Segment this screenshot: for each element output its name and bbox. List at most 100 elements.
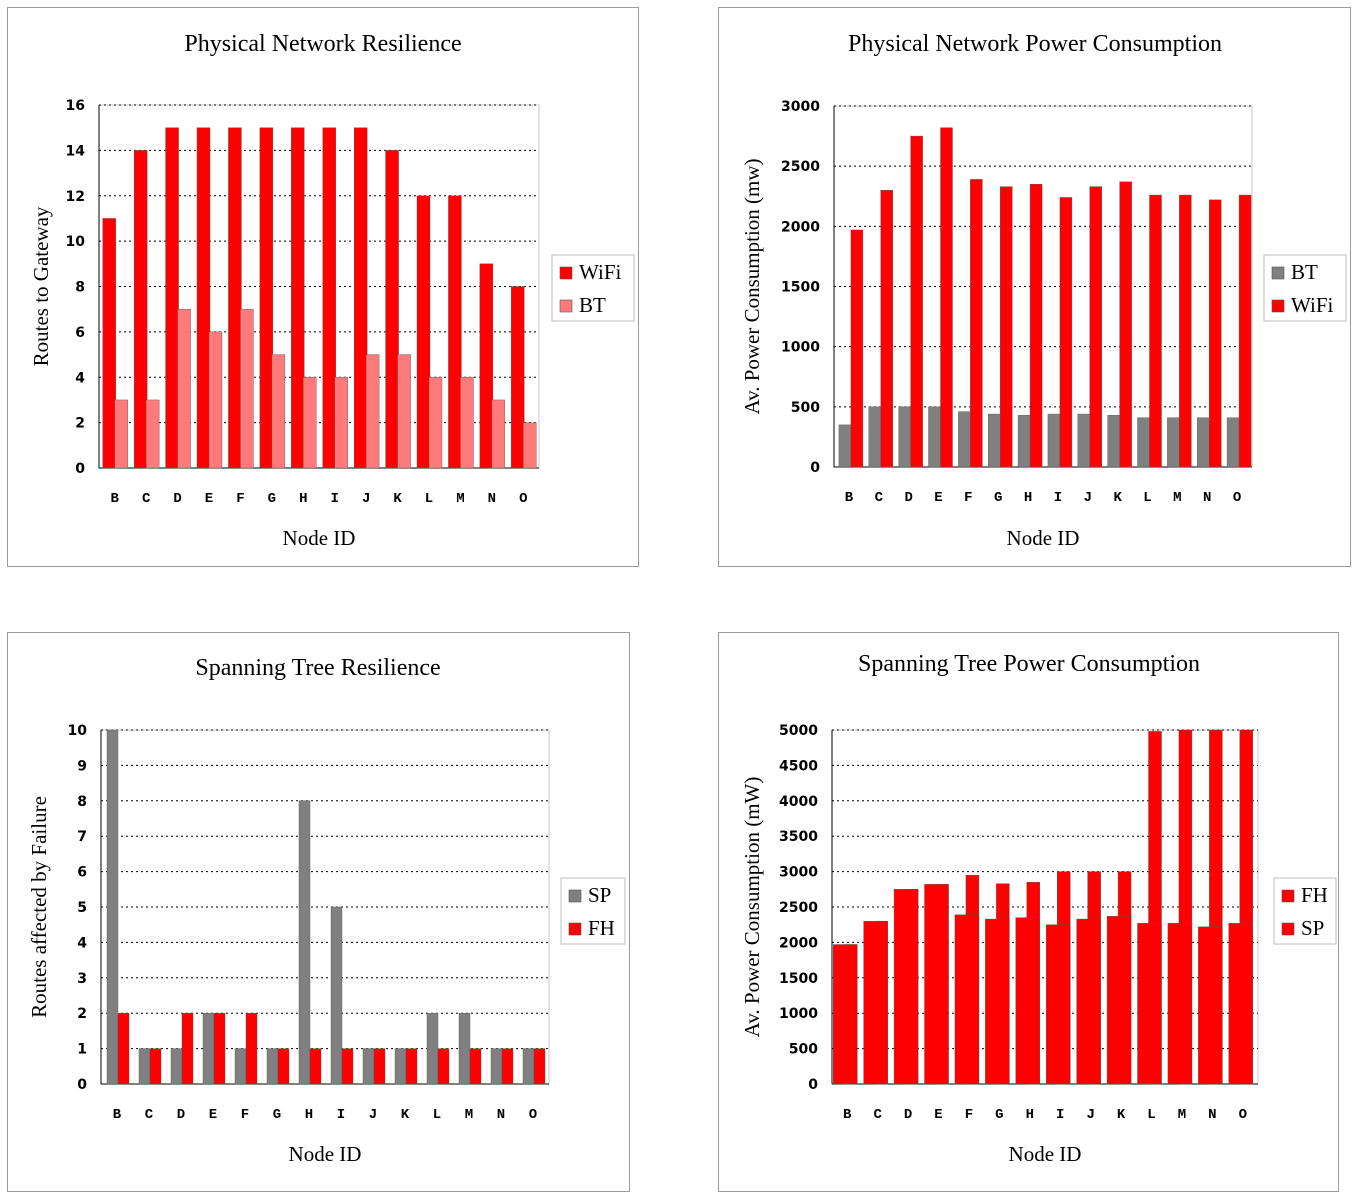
y-tick-label: 6 bbox=[75, 325, 85, 341]
x-tick-label: O bbox=[1239, 1107, 1247, 1123]
y-axis-label: Av. Power Consumption (mw) bbox=[740, 158, 764, 414]
bar-sp-L bbox=[426, 1013, 439, 1085]
bar-bt-J bbox=[365, 354, 380, 469]
bar-wifi-M bbox=[1179, 194, 1192, 468]
bar-sp-E bbox=[202, 1013, 215, 1085]
bar-fh-D bbox=[181, 1013, 194, 1085]
x-tick-label: K bbox=[393, 491, 402, 507]
bar-fh-K bbox=[1106, 916, 1132, 1085]
bar-fh-L bbox=[437, 1048, 450, 1085]
bar-sp-F bbox=[234, 1048, 247, 1085]
x-tick-label: M bbox=[1178, 1107, 1186, 1123]
y-tick-label: 4500 bbox=[779, 758, 818, 774]
bar-sp-G bbox=[266, 1048, 279, 1085]
bar-fh-I bbox=[1046, 924, 1071, 1085]
y-tick-label: 6 bbox=[77, 865, 87, 881]
x-tick-label: B bbox=[843, 1107, 852, 1123]
x-tick-label: K bbox=[401, 1107, 410, 1123]
bar-fh-O bbox=[533, 1048, 546, 1085]
y-tick-label: 3 bbox=[77, 971, 87, 987]
bar-bt-F bbox=[240, 308, 254, 469]
chart-title: Physical Network Power Consumption bbox=[848, 31, 1222, 57]
x-axis-label: Node ID bbox=[1009, 1142, 1082, 1166]
bar-wifi-D bbox=[165, 127, 179, 469]
y-tick-label: 10 bbox=[68, 723, 88, 739]
bar-wifi-B bbox=[850, 229, 864, 468]
y-tick-label: 1000 bbox=[781, 340, 820, 356]
chart-title: Physical Network Resilience bbox=[184, 31, 461, 57]
y-tick-label: 2500 bbox=[781, 159, 820, 175]
bar-bt-L bbox=[1137, 417, 1150, 468]
bar-bt-M bbox=[1167, 417, 1180, 468]
x-axis-label: Node ID bbox=[283, 526, 356, 550]
y-tick-label: 8 bbox=[75, 280, 85, 296]
bar-wifi-K bbox=[1119, 181, 1132, 468]
bar-bt-B bbox=[114, 399, 128, 469]
bar-wifi-G bbox=[1000, 186, 1013, 468]
bar-sp-N bbox=[490, 1048, 503, 1085]
x-tick-label: E bbox=[934, 1107, 942, 1123]
x-tick-label: J bbox=[1084, 490, 1092, 506]
chart-canvas: Physical Network Power Consumption 0 500 10… bbox=[740, 31, 1347, 550]
bar-wifi-C bbox=[133, 150, 148, 469]
bar-fh-M bbox=[469, 1048, 482, 1085]
y-tick-label: 16 bbox=[66, 98, 85, 114]
bar-fh-B bbox=[833, 944, 858, 1085]
x-tick-label: M bbox=[1173, 490, 1181, 506]
bar-bt-E bbox=[208, 331, 223, 469]
x-tick-label: O bbox=[1233, 490, 1241, 506]
bar-wifi-J bbox=[353, 127, 368, 469]
bar-wifi-F bbox=[228, 127, 242, 469]
x-tick-label: L bbox=[1147, 1107, 1155, 1123]
legend-label-wifi: WiFi bbox=[579, 260, 621, 284]
y-tick-label: 1500 bbox=[779, 971, 818, 987]
x-tick-label: K bbox=[1117, 1107, 1126, 1123]
spanning-tree-power-chart: Spanning Tree Power Consumption 0 500 1000 1… bbox=[718, 632, 1339, 1192]
y-tick-label: 1000 bbox=[779, 1006, 818, 1022]
x-tick-label: O bbox=[519, 491, 527, 507]
bar-bt-F bbox=[958, 411, 971, 468]
y-tick-label: 500 bbox=[791, 400, 820, 416]
bar-sp-O bbox=[522, 1048, 535, 1085]
bar-fh-D bbox=[893, 889, 919, 1085]
x-tick-label: C bbox=[145, 1107, 154, 1123]
legend-label-sp: SP bbox=[1301, 916, 1324, 940]
legend-swatch-fh bbox=[1281, 889, 1295, 903]
x-tick-label: G bbox=[994, 490, 1002, 506]
bar-fh-L bbox=[1137, 923, 1162, 1085]
bar-wifi-N bbox=[1209, 199, 1222, 468]
bar-sp-C bbox=[138, 1048, 151, 1085]
bar-bt-H bbox=[1017, 415, 1031, 468]
chart-canvas: Physical Network Resilience 0 2 4 6 8 10 12 14 16… bbox=[29, 31, 635, 550]
legend-swatch-wifi bbox=[1271, 299, 1285, 313]
x-tick-label: G bbox=[273, 1107, 281, 1123]
y-tick-label: 12 bbox=[66, 189, 85, 205]
x-tick-label: M bbox=[465, 1107, 473, 1123]
bar-sp-J bbox=[362, 1048, 375, 1085]
bar-wifi-M bbox=[448, 195, 462, 469]
y-axis-label: Av. Power Consumption (mW) bbox=[740, 777, 764, 1038]
bar-bt-K bbox=[397, 354, 411, 469]
bar-wifi-N bbox=[479, 263, 494, 469]
x-tick-label: J bbox=[369, 1107, 377, 1123]
bar-bt-G bbox=[988, 413, 1001, 468]
bar-fh-E bbox=[924, 884, 949, 1085]
legend-swatch-sp bbox=[1281, 922, 1295, 936]
chart-title: Spanning Tree Power Consumption bbox=[858, 651, 1200, 677]
bar-bt-N bbox=[1197, 417, 1210, 468]
x-tick-label: B bbox=[845, 490, 854, 506]
y-tick-label: 2 bbox=[75, 416, 85, 432]
x-tick-label: N bbox=[497, 1107, 505, 1123]
bar-bt-K bbox=[1107, 415, 1120, 468]
legend-box bbox=[1263, 254, 1347, 322]
x-tick-label: C bbox=[875, 490, 884, 506]
bar-wifi-I bbox=[322, 127, 336, 469]
x-tick-label: L bbox=[425, 491, 433, 507]
x-tick-label: K bbox=[1113, 490, 1122, 506]
bar-wifi-E bbox=[940, 127, 953, 468]
bar-fh-H bbox=[309, 1048, 322, 1085]
chart-canvas: Spanning Tree Resilience 0 1 2 3 4 5 6 7 8 9 10 B C D E… bbox=[27, 655, 626, 1166]
chart-title: Spanning Tree Resilience bbox=[195, 655, 440, 681]
x-tick-label: H bbox=[1024, 490, 1032, 506]
y-tick-label: 8 bbox=[77, 794, 87, 810]
